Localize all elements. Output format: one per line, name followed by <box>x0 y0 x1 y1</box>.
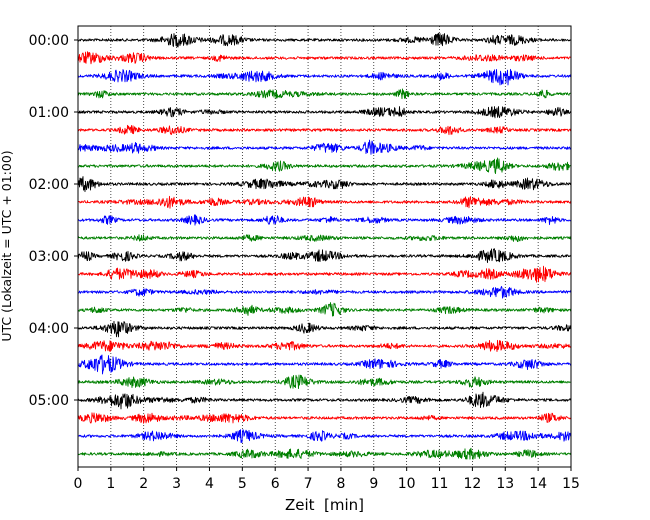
y-tick-label: 03:00 <box>29 249 69 265</box>
y-tick-label: 01:00 <box>29 105 69 121</box>
trace-0015 <box>77 51 572 65</box>
x-tick-label: 12 <box>463 476 481 492</box>
seismic-traces <box>77 32 572 460</box>
y-tick-label: 00:00 <box>29 33 69 49</box>
trace-0400 <box>77 320 572 338</box>
x-tick-label: 1 <box>106 476 115 492</box>
trace-0115 <box>77 124 572 136</box>
x-tick-label: 14 <box>529 476 547 492</box>
x-tick-label: 2 <box>139 476 148 492</box>
x-tick-label: 8 <box>336 476 345 492</box>
trace-0315 <box>77 265 572 283</box>
x-tick-label: 13 <box>496 476 514 492</box>
y-axis-ticks: 00:00 01:00 02:00 03:00 04:00 05:00 <box>29 33 78 409</box>
y-tick-label: 05:00 <box>29 393 69 409</box>
trace-0415 <box>77 339 572 353</box>
trace-0030 <box>77 68 572 86</box>
trace-0215 <box>77 195 572 209</box>
trace-0000 <box>77 32 572 48</box>
x-axis-title: Zeit [min] <box>285 496 364 514</box>
trace-0515 <box>77 412 572 424</box>
trace-0430 <box>77 354 572 375</box>
y-tick-label: 02:00 <box>29 177 69 193</box>
x-tick-label: 7 <box>304 476 313 492</box>
trace-0130 <box>77 139 572 155</box>
y-axis-title: UTC (Lokalzeit = UTC + 01:00) <box>0 150 14 341</box>
x-tick-label: 9 <box>369 476 378 492</box>
x-tick-label: 6 <box>271 476 280 492</box>
plot-frame <box>77 25 572 468</box>
trace-0230 <box>77 214 572 226</box>
x-axis-ticks: 0 1 2 3 4 5 6 7 8 9 10 11 12 13 14 15 <box>74 467 580 492</box>
trace-0345 <box>77 302 572 317</box>
trace-0145 <box>77 157 572 175</box>
trace-0545 <box>77 447 572 460</box>
x-tick-label: 0 <box>74 476 83 492</box>
trace-0045 <box>77 88 572 100</box>
trace-0330 <box>77 285 572 299</box>
trace-0200 <box>77 176 572 193</box>
x-tick-label: 15 <box>562 476 580 492</box>
x-tick-label: 5 <box>238 476 247 492</box>
x-tick-label: 3 <box>172 476 181 492</box>
trace-0300 <box>77 248 572 264</box>
y-tick-label: 04:00 <box>29 321 69 337</box>
x-tick-label: 10 <box>398 476 416 492</box>
trace-0100 <box>77 106 572 119</box>
x-tick-label: 11 <box>431 476 449 492</box>
trace-0445 <box>77 374 572 390</box>
trace-0245 <box>77 234 572 243</box>
trace-0530 <box>77 429 572 443</box>
trace-0500 <box>77 391 572 410</box>
x-tick-label: 4 <box>205 476 214 492</box>
